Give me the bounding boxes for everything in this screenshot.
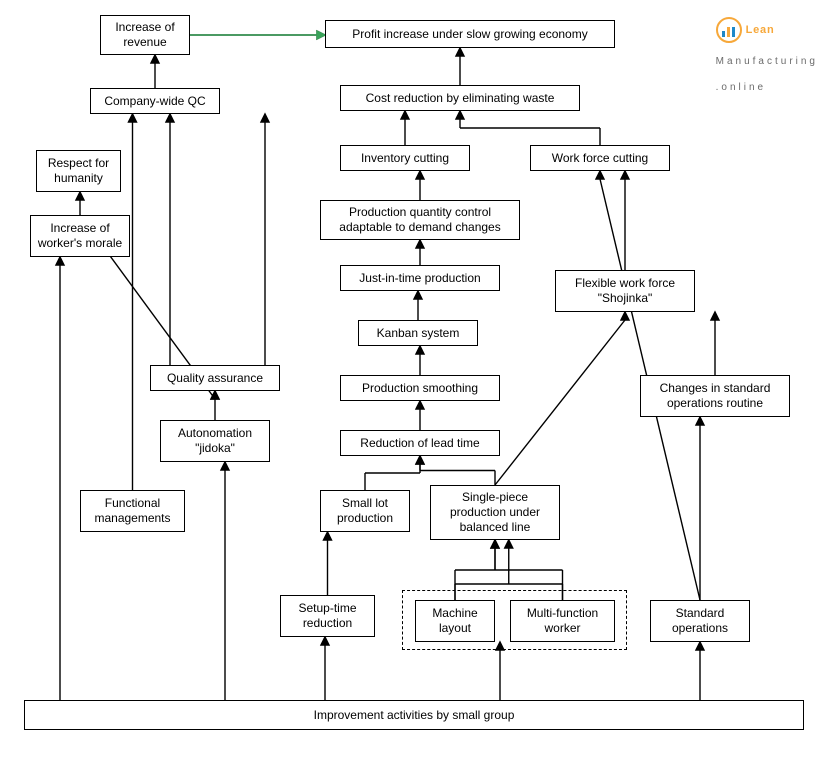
watermark-line3: .online (716, 82, 766, 93)
node-setup: Setup-time reduction (280, 595, 375, 637)
watermark: Lean Manufacturing .online (703, 4, 818, 106)
node-auton: Autonomation "jidoka" (160, 420, 270, 462)
node-inv_cut: Inventory cutting (340, 145, 470, 171)
node-flex: Flexible work force "Shojinka" (555, 270, 695, 312)
node-cost_red: Cost reduction by eliminating waste (340, 85, 580, 111)
node-leadtime: Reduction of lead time (340, 430, 500, 456)
node-morale: Increase of worker's morale (30, 215, 130, 257)
node-smalllot: Small lot production (320, 490, 410, 532)
watermark-icon (716, 17, 742, 43)
node-stdops: Standard operations (650, 600, 750, 642)
node-profit: Profit increase under slow growing econo… (325, 20, 615, 48)
node-pqc: Production quantity control adaptable to… (320, 200, 520, 240)
node-revenue: Increase of revenue (100, 15, 190, 55)
node-jit: Just-in-time production (340, 265, 500, 291)
node-singlepiece: Single-piece production under balanced l… (430, 485, 560, 540)
node-kanban: Kanban system (358, 320, 478, 346)
node-smooth: Production smoothing (340, 375, 500, 401)
node-respect: Respect for humanity (36, 150, 121, 192)
node-cwqc: Company-wide QC (90, 88, 220, 114)
node-changes: Changes in standard operations routine (640, 375, 790, 417)
diagram-stage: Lean Manufacturing .online Increase of r… (0, 0, 828, 784)
node-wf_cut: Work force cutting (530, 145, 670, 171)
watermark-line1: Lean (746, 24, 775, 36)
node-machine: Machine layout (415, 600, 495, 642)
node-improve: Improvement activities by small group (24, 700, 804, 730)
node-multifn: Multi-function worker (510, 600, 615, 642)
node-funcmgmt: Functional managements (80, 490, 185, 532)
watermark-line2: Manufacturing (716, 56, 818, 67)
node-qa: Quality assurance (150, 365, 280, 391)
